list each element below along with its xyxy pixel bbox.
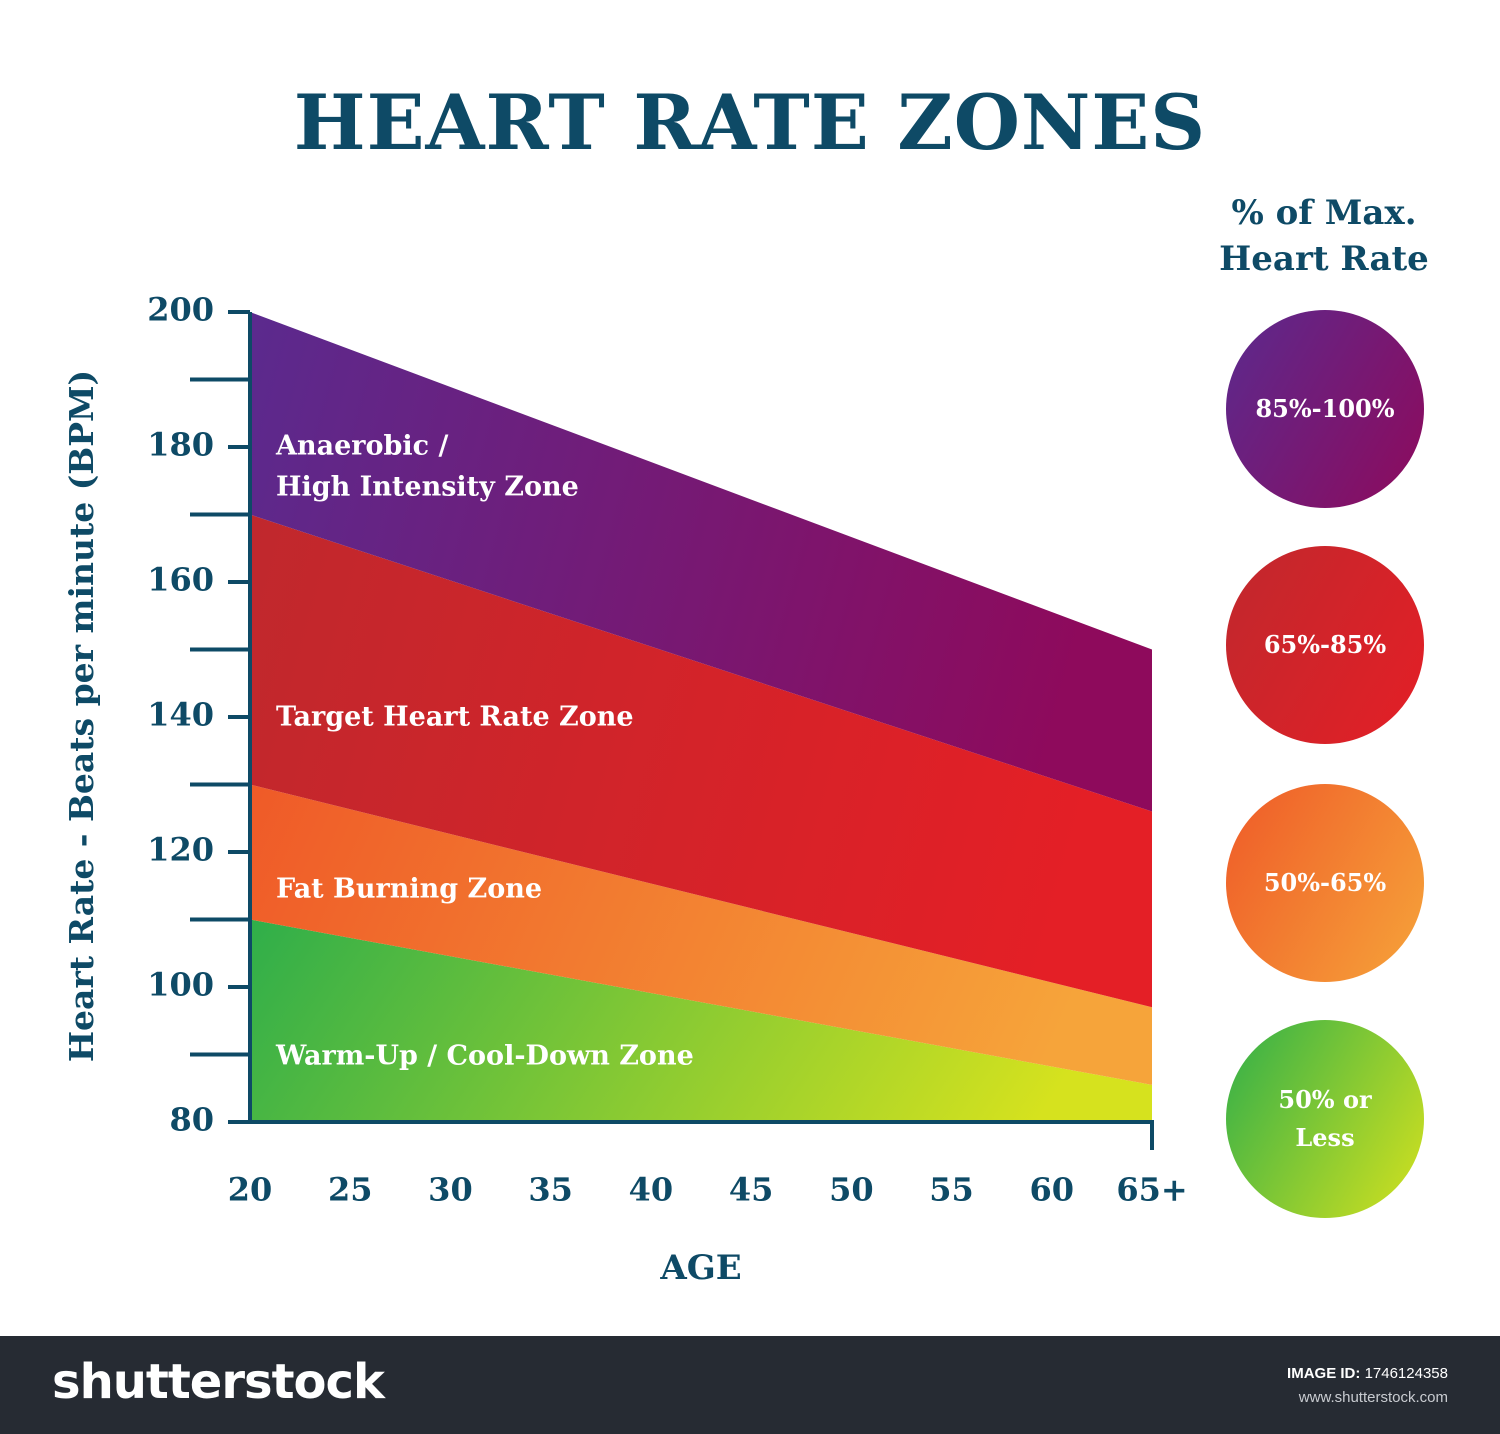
x-tick-label: 45 (729, 1171, 774, 1209)
legend-label: 50%-65% (1263, 868, 1387, 897)
zone-label: Warm-Up / Cool-Down Zone (275, 1041, 694, 1072)
shutterstock-logo[interactable]: shutterstock (52, 1354, 385, 1410)
y-tick-label: 160 (147, 561, 214, 599)
zone-band-3 (250, 312, 1152, 812)
zone-label: Anaerobic / (275, 431, 448, 462)
legend-circle-anaerobic: 85%-100% (1226, 310, 1424, 508)
legend-circle-fat-burning: 50%-65% (1226, 784, 1424, 982)
legend-circle-warm-up: 50% or Less (1226, 1020, 1424, 1218)
zone-label: High Intensity Zone (276, 472, 579, 503)
y-axis-title: Heart Rate - Beats per minute (BPM) (62, 370, 101, 1062)
x-tick-label: 50 (829, 1171, 874, 1209)
image-id-value: 1746124358 (1364, 1365, 1448, 1382)
chart-title: HEART RATE ZONES (293, 78, 1207, 167)
x-axis-title: AGE (659, 1248, 741, 1288)
legend-label: 65%-85% (1263, 630, 1387, 659)
legend-label: 85%-100% (1255, 394, 1395, 423)
zone-label: Target Heart Rate Zone (276, 702, 634, 733)
zone-band-2 (250, 514, 1152, 1008)
zone-label: Fat Burning Zone (276, 874, 542, 905)
chart: Warm-Up / Cool-Down Zone Fat Burning Zone… (62, 291, 1188, 1289)
x-tick-label: 25 (328, 1171, 373, 1209)
y-tick-label: 180 (147, 426, 214, 464)
x-tick-label: 60 (1030, 1171, 1075, 1209)
x-tick-label: 65+ (1116, 1171, 1187, 1209)
legend-circle-target: 65%-85% (1226, 546, 1424, 744)
footer-url[interactable]: www.shutterstock.com (1298, 1389, 1448, 1406)
legend-title-line2: Heart Rate (1219, 239, 1429, 279)
x-tick-label: 55 (929, 1171, 974, 1209)
footer-bar: shutterstock IMAGE ID: 1746124358 www.sh… (0, 1336, 1500, 1434)
x-tick-label: 40 (629, 1171, 674, 1209)
legend-title-line1: % of Max. (1231, 193, 1417, 233)
x-tick-label: 35 (528, 1171, 573, 1209)
legend-title: % of Max. Heart Rate (1186, 190, 1462, 282)
x-tick-label: 20 (228, 1171, 273, 1209)
image-id-block: IMAGE ID: 1746124358 www.shutterstock.co… (1287, 1362, 1448, 1410)
y-tick-label: 200 (147, 291, 214, 329)
y-tick-label: 140 (147, 696, 214, 734)
y-tick-label: 80 (169, 1101, 214, 1139)
y-tick-label: 120 (147, 831, 214, 869)
x-tick-label: 30 (428, 1171, 473, 1209)
zone-band-1 (250, 784, 1152, 1085)
image-id-label: IMAGE ID: (1287, 1365, 1361, 1382)
zone-band-0 (250, 919, 1152, 1122)
y-tick-label: 100 (147, 966, 214, 1004)
legend-label: 50% or Less (1278, 1085, 1372, 1152)
